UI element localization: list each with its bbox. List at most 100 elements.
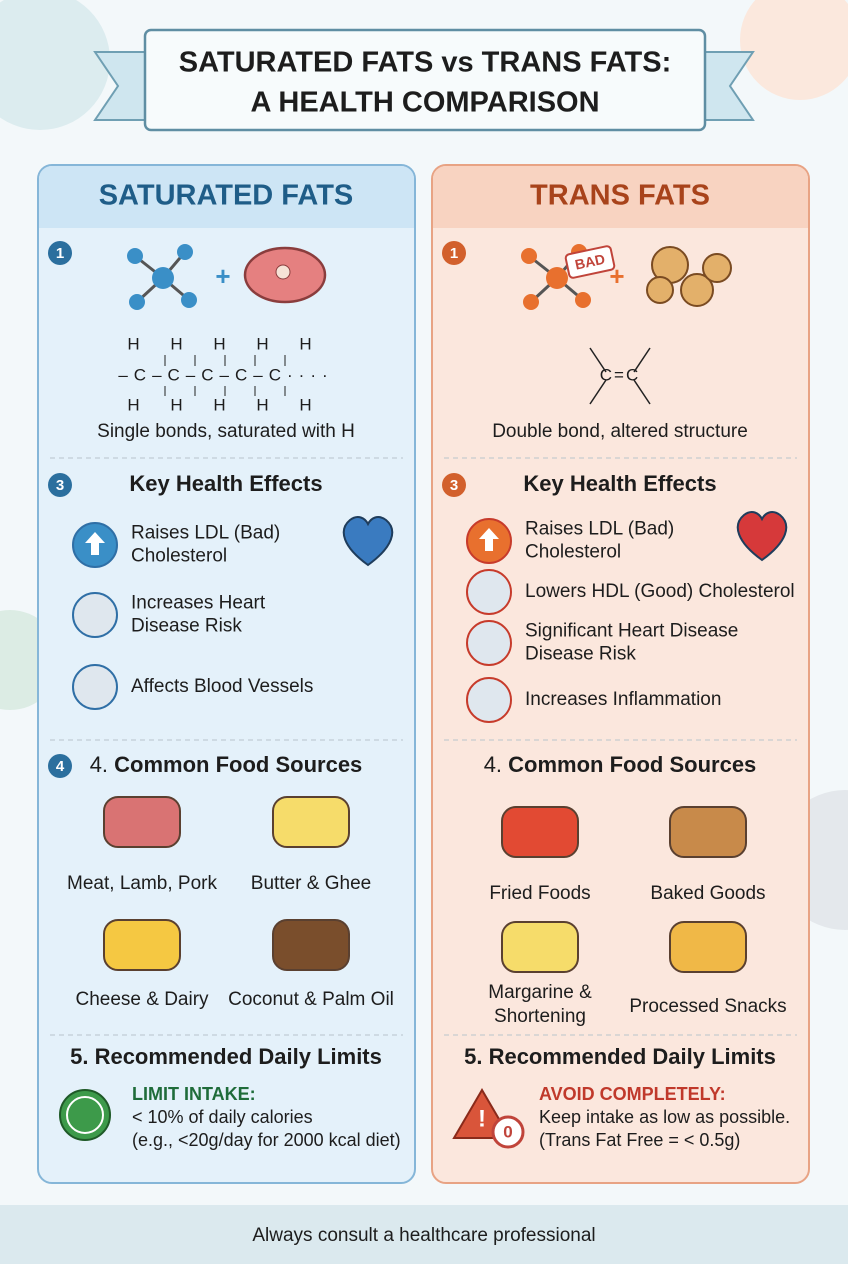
food-icon (103, 919, 181, 971)
section-title: 5. Recommended Daily Limits (70, 1044, 382, 1069)
effect-text: Cholesterol (131, 546, 227, 567)
bond-line (589, 347, 607, 373)
molecule-atom (546, 267, 568, 289)
bad-stamp (564, 245, 616, 279)
snack-icon (646, 276, 674, 304)
food-icon (501, 921, 579, 973)
title-banner (143, 28, 707, 132)
section-title: Key Health Effects (523, 471, 716, 496)
heart-icon (342, 516, 394, 567)
arrow-icon (479, 528, 499, 551)
molecule-atom (127, 248, 143, 264)
molecule-atom (177, 244, 193, 260)
snack-icon (702, 253, 732, 283)
food-icon (272, 796, 350, 848)
formula-row: H H H H H (127, 395, 324, 414)
step-badge (442, 473, 466, 497)
section-title: Key Health Effects (129, 471, 322, 496)
food-label: Meat, Lamb, Pork (67, 873, 217, 894)
effect-text: Increases Heart (131, 593, 266, 614)
column-header (433, 166, 808, 228)
heart-icon (736, 511, 788, 562)
molecule-atom (181, 292, 197, 308)
food-label: Cheese & Dairy (75, 989, 209, 1010)
effect-text: Raises LDL (Bad) (525, 519, 674, 540)
structure-caption: Single bonds, saturated with H (97, 421, 355, 442)
limit-text: < 10% of daily calories (132, 1107, 313, 1127)
warning-badge (491, 1115, 525, 1149)
step-number: 1 (56, 245, 64, 262)
effect-icon (72, 664, 118, 710)
section-title: 4. Common Food Sources (484, 752, 757, 777)
section-title-text: Common Food Sources (114, 752, 362, 777)
column-heading: SATURATED FATS (99, 180, 354, 212)
step-number: 4 (56, 758, 65, 775)
limit-label: AVOID COMPLETELY: (539, 1084, 726, 1104)
effect-icon (466, 677, 512, 723)
column-heading: TRANS FATS (530, 180, 710, 212)
formula-row: –C–C–C–C–C···· (118, 365, 333, 384)
formula-row: C=C (600, 365, 640, 384)
step-badge (442, 241, 466, 265)
step-number: 3 (56, 477, 64, 494)
column-panel (431, 164, 810, 1184)
snack-icon (680, 273, 714, 307)
column-header (39, 166, 414, 228)
warning-mark: ! (478, 1105, 486, 1132)
step-number: 1 (450, 245, 458, 262)
food-label: Margarine & (488, 982, 592, 1003)
section-title-text: Common Food Sources (508, 752, 756, 777)
effect-text: Disease Risk (525, 644, 636, 665)
limit-text: (e.g., <20g/day for 2000 kcal diet) (132, 1130, 401, 1150)
effect-text: Cholesterol (525, 542, 621, 563)
food-icon (272, 919, 350, 971)
bad-stamp-text: BAD (573, 251, 606, 273)
title-line: A HEALTH COMPARISON (250, 87, 599, 119)
food-icon (669, 806, 747, 858)
food-label: Fried Foods (489, 883, 590, 904)
steak-bone (275, 264, 291, 280)
plus-sign: + (215, 261, 230, 291)
step-badge (48, 754, 72, 778)
effect-text: Increases Inflammation (525, 689, 721, 710)
section-title: 5. Recommended Daily Limits (464, 1044, 776, 1069)
step-badge (48, 241, 72, 265)
step-badge (48, 473, 72, 497)
molecule-atom (152, 267, 174, 289)
food-label: Shortening (494, 1006, 586, 1027)
structure-caption: Double bond, altered structure (492, 421, 748, 442)
arrow-icon (85, 532, 105, 555)
decor-blob (0, 0, 110, 130)
limit-text: Keep intake as low as possible. (539, 1107, 790, 1127)
effect-icon (466, 569, 512, 615)
bond-line (589, 379, 607, 405)
molecule-atom (575, 292, 591, 308)
footer-text: Always consult a healthcare professional (252, 1225, 595, 1246)
molecule-atom (129, 294, 145, 310)
food-label: Processed Snacks (629, 996, 786, 1017)
limit-icon-inner (66, 1096, 104, 1134)
section-number: 4. (90, 752, 108, 777)
effect-text: Significant Heart Disease (525, 621, 738, 642)
food-label: Baked Goods (650, 883, 765, 904)
warning-badge-text: 0 (503, 1122, 512, 1141)
effect-text: Lowers HDL (Good) Cholesterol (525, 581, 795, 602)
effect-icon (466, 620, 512, 666)
limit-text: (Trans Fat Free = < 0.5g) (539, 1130, 740, 1150)
food-icon (669, 921, 747, 973)
food-label: Butter & Ghee (251, 873, 371, 894)
molecule-atom (521, 248, 537, 264)
effect-icon (72, 592, 118, 638)
section-number: 4. (484, 752, 502, 777)
footer-bar (0, 1205, 848, 1264)
step-number: 3 (450, 477, 458, 494)
section-title: 4. Common Food Sources (90, 752, 363, 777)
effect-text: Disease Risk (131, 616, 242, 637)
bond-line (633, 379, 651, 405)
decor-blob (740, 0, 848, 100)
title-line: SATURATED FATS vs TRANS FATS: (179, 47, 671, 79)
limit-label: LIMIT INTAKE: (132, 1084, 256, 1104)
food-icon (103, 796, 181, 848)
